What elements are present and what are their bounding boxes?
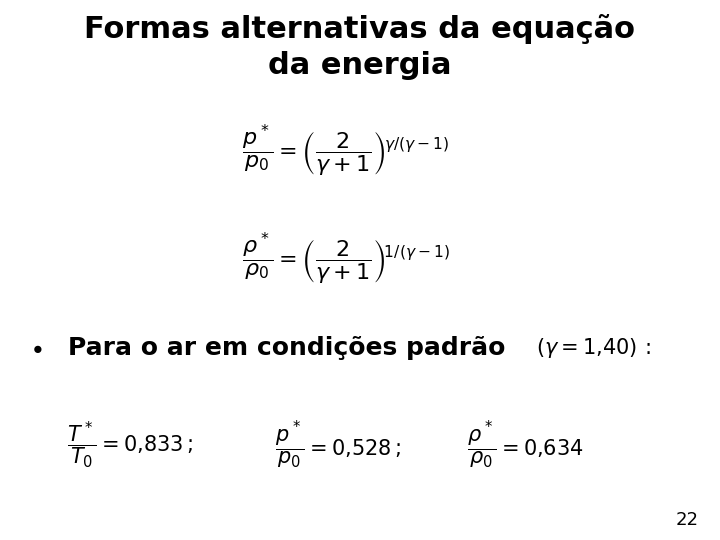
Text: $\dfrac{\rho^*}{\rho_0} = 0{,}634$: $\dfrac{\rho^*}{\rho_0} = 0{,}634$ [467,420,584,471]
Text: $\dfrac{T^*}{T_0} = 0{,}833\,;$: $\dfrac{T^*}{T_0} = 0{,}833\,;$ [67,420,192,471]
Text: $\dfrac{p^*}{p_0} = 0{,}528\,;$: $\dfrac{p^*}{p_0} = 0{,}528\,;$ [276,420,401,471]
Text: $\bullet$: $\bullet$ [29,336,42,360]
Text: Formas alternativas da equação: Formas alternativas da equação [84,14,636,44]
Text: 22: 22 [675,511,698,529]
Text: da energia: da energia [269,51,451,80]
Text: $(\gamma = 1{,}40)\,:$: $(\gamma = 1{,}40)\,:$ [536,336,651,360]
Text: $\dfrac{p^*}{p_0} = \left(\dfrac{2}{\gamma+1}\right)^{\!\gamma/(\gamma-1)}$: $\dfrac{p^*}{p_0} = \left(\dfrac{2}{\gam… [242,123,449,179]
Text: Para o ar em condições padrão: Para o ar em condições padrão [68,336,505,360]
Text: $\dfrac{\rho^*}{\rho_0} = \left(\dfrac{2}{\gamma+1}\right)^{\!1/(\gamma-1)}$: $\dfrac{\rho^*}{\rho_0} = \left(\dfrac{2… [241,231,450,287]
